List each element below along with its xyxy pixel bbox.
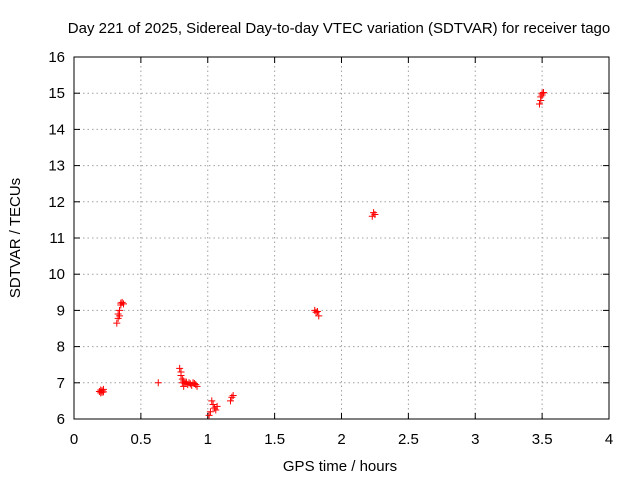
data-point [209, 401, 217, 409]
data-point [213, 402, 221, 410]
data-point [229, 391, 237, 399]
y-tick-label: 16 [48, 49, 65, 66]
data-point [208, 397, 216, 405]
y-tick-label: 14 [48, 121, 65, 138]
x-tick-label: 0 [70, 431, 78, 448]
data-point [228, 393, 236, 401]
data-point [113, 319, 121, 327]
data-point [371, 210, 379, 218]
y-tick-label: 15 [48, 85, 65, 102]
y-tick-label: 8 [57, 339, 65, 356]
data-point [312, 308, 320, 316]
x-tick-label: 2 [337, 431, 345, 448]
x-tick-label: 1.5 [264, 431, 285, 448]
data-point [206, 408, 214, 416]
data-point [115, 306, 123, 314]
data-point [177, 372, 185, 380]
y-tick-label: 9 [57, 302, 65, 319]
y-tick-label: 11 [49, 230, 65, 247]
data-point [114, 310, 122, 318]
grid-layer [74, 57, 609, 419]
data-point [118, 298, 126, 306]
y-tick-label: 7 [57, 375, 65, 392]
x-axis-label: GPS time / hours [283, 458, 397, 475]
data-point [99, 388, 107, 396]
data-point [315, 312, 323, 320]
data-point [313, 307, 321, 315]
data-point [535, 100, 543, 108]
x-tick-label: 2.5 [398, 431, 419, 448]
data-point [537, 93, 545, 101]
x-tick-label: 1 [204, 431, 212, 448]
data-point [205, 411, 213, 419]
y-axis-label: SDTVAR / TECUs [7, 178, 24, 298]
x-tick-label: 3.5 [532, 431, 553, 448]
x-tick-label: 0.5 [130, 431, 151, 448]
data-point [154, 379, 162, 387]
data-point [370, 209, 378, 217]
data-point [226, 397, 234, 405]
data-point [539, 88, 547, 96]
y-tick-label: 13 [48, 158, 65, 175]
data-point [192, 381, 200, 389]
x-tick-label: 3 [471, 431, 479, 448]
y-tick-label: 12 [48, 194, 65, 211]
x-tick-label: 4 [605, 431, 613, 448]
ticks-layer: 0 0.5 1 1.5 2 2.5 3 3.5 4 6 7 8 9 10 11 12 13 14 15 16 [48, 49, 613, 448]
data-point [176, 364, 184, 372]
data-points [95, 88, 547, 419]
y-tick-label: 10 [48, 266, 65, 283]
y-tick-label: 6 [57, 411, 65, 428]
data-point [193, 382, 201, 390]
data-point [119, 300, 127, 308]
chart-title: Day 221 of 2025, Sidereal Day-to-day VTE… [68, 20, 610, 37]
data-point [212, 406, 220, 414]
data-point [538, 89, 546, 97]
